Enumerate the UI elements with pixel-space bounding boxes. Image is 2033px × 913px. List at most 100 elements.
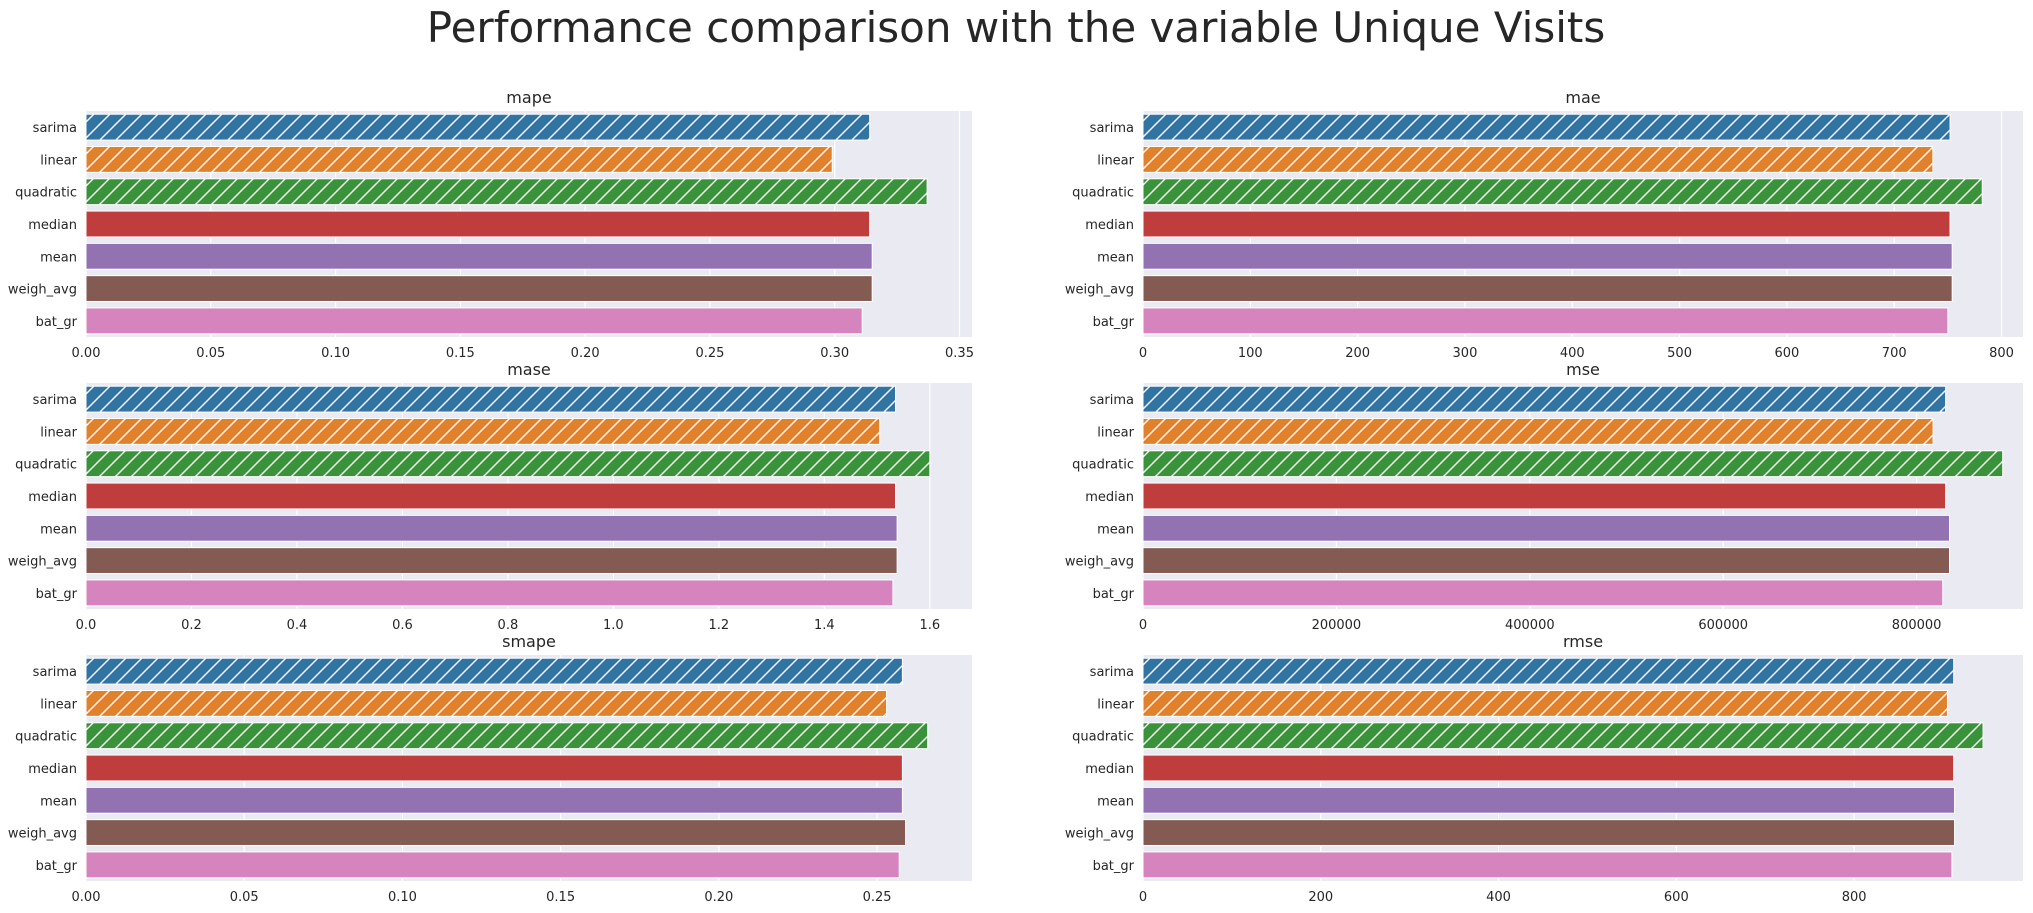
bar-sarima [1142, 113, 1951, 141]
bar-quadratic [1142, 178, 1983, 206]
x-tick-label: 0.20 [704, 890, 733, 905]
subplot-mae: sarima linear quadratic median mean weigh_avg… [1065, 88, 2023, 361]
subplot-mse: sarima linear quadratic median mean weigh_avg… [1065, 360, 2023, 633]
y-tick-label: median [28, 218, 77, 233]
bar-linear [1142, 146, 1934, 173]
y-tick-label: median [1085, 762, 1134, 777]
x-tick-label: 0.05 [230, 890, 259, 905]
bar-quadratic [1142, 722, 1984, 750]
x-tick-label: 0.00 [72, 890, 101, 905]
x-tick-label: 200000 [1312, 618, 1362, 633]
x-tick-label: 0.35 [945, 346, 974, 361]
x-tick-label: 0.4 [287, 618, 308, 633]
bar-quadratic [1142, 450, 2004, 478]
bar-bat_gr [85, 851, 900, 879]
y-tick-label: sarima [33, 665, 77, 680]
bar-median [1142, 482, 1947, 510]
x-tick-label: 1.0 [603, 618, 624, 633]
y-tick-label: mean [40, 250, 77, 265]
x-tick-label: 0 [1139, 890, 1147, 905]
y-tick-label: quadratic [1072, 186, 1134, 201]
x-tick-label: 0.05 [196, 346, 225, 361]
y-tick-label: bat_gr [1093, 859, 1135, 874]
y-tick-label: median [28, 490, 77, 505]
x-tick-label: 600000 [1698, 618, 1748, 633]
bar-mean [85, 514, 898, 542]
y-tick-label: quadratic [1072, 730, 1134, 745]
x-tick-label: 0.25 [695, 346, 724, 361]
bar-quadratic [85, 722, 929, 750]
y-tick-label: bat_gr [1093, 587, 1135, 602]
y-tick-label: mean [40, 794, 77, 809]
y-tick-label: mean [1097, 794, 1134, 809]
subplot-rmse: sarima linear quadratic median mean weigh_avg… [1065, 632, 2023, 905]
y-tick-label: quadratic [1072, 458, 1134, 473]
subplot-mase: sarima linear quadratic median mean weigh_avg… [8, 360, 972, 633]
bar-median [85, 210, 871, 238]
subplot-title: mape [506, 88, 551, 107]
subplot-title: smape [502, 632, 556, 651]
x-tick-label: 200 [1345, 346, 1370, 361]
y-tick-label: bat_gr [1093, 315, 1135, 330]
y-tick-label: weigh_avg [8, 827, 77, 842]
bar-bat_gr [1142, 307, 1949, 335]
y-tick-label: bat_gr [36, 587, 78, 602]
y-tick-label: quadratic [15, 186, 77, 201]
bar-sarima [85, 385, 897, 413]
x-tick-label: 0.10 [321, 346, 350, 361]
bar-linear [1142, 690, 1948, 717]
y-tick-label: sarima [33, 393, 77, 408]
bar-bat_gr [1142, 851, 1953, 879]
x-tick-label: 200 [1308, 890, 1333, 905]
bar-mean [85, 786, 903, 814]
bar-sarima [85, 113, 871, 141]
y-tick-label: quadratic [15, 458, 77, 473]
x-tick-label: 0 [1139, 618, 1147, 633]
x-tick-label: 600 [1664, 890, 1689, 905]
y-tick-label: linear [40, 153, 77, 168]
y-tick-label: linear [1097, 153, 1134, 168]
y-tick-label: weigh_avg [8, 555, 77, 570]
bar-bat_gr [85, 307, 863, 335]
y-tick-label: linear [1097, 425, 1134, 440]
x-tick-label: 800 [1842, 890, 1867, 905]
x-tick-label: 600 [1774, 346, 1799, 361]
x-tick-label: 700 [1882, 346, 1907, 361]
y-tick-label: mean [40, 522, 77, 537]
y-tick-label: linear [40, 697, 77, 712]
y-tick-label: bat_gr [36, 315, 78, 330]
bar-bat_gr [1142, 579, 1944, 607]
bar-mean [1142, 242, 1953, 270]
bar-weigh_avg [1142, 819, 1956, 846]
x-tick-label: 400 [1560, 346, 1585, 361]
y-tick-label: bat_gr [36, 859, 78, 874]
y-tick-label: weigh_avg [1065, 827, 1134, 842]
bar-median [1142, 754, 1955, 782]
y-tick-label: quadratic [15, 730, 77, 745]
y-tick-label: sarima [1090, 665, 1134, 680]
x-tick-label: 0.15 [446, 346, 475, 361]
bar-median [85, 482, 897, 510]
bar-sarima [1142, 657, 1955, 685]
subplot-grid: sarima linear quadratic median mean weigh_avg… [8, 88, 2023, 905]
x-tick-label: 0.25 [863, 890, 892, 905]
x-tick-label: 300 [1453, 346, 1478, 361]
y-tick-label: linear [1097, 697, 1134, 712]
x-tick-label: 0.10 [388, 890, 417, 905]
x-tick-label: 100 [1238, 346, 1263, 361]
y-tick-label: sarima [1090, 393, 1134, 408]
x-tick-label: 0.20 [571, 346, 600, 361]
bar-weigh_avg [1142, 547, 1951, 574]
subplot-smape: sarima linear quadratic median mean weigh_avg… [8, 632, 972, 905]
bar-sarima [1142, 385, 1947, 413]
x-tick-label: 400000 [1505, 618, 1555, 633]
x-tick-label: 0.00 [72, 346, 101, 361]
bar-weigh_avg [85, 819, 907, 846]
y-tick-label: weigh_avg [1065, 283, 1134, 298]
y-tick-label: median [1085, 218, 1134, 233]
bar-quadratic [85, 178, 928, 206]
x-tick-label: 0.30 [820, 346, 849, 361]
y-tick-label: sarima [33, 121, 77, 136]
y-tick-label: sarima [1090, 121, 1134, 136]
